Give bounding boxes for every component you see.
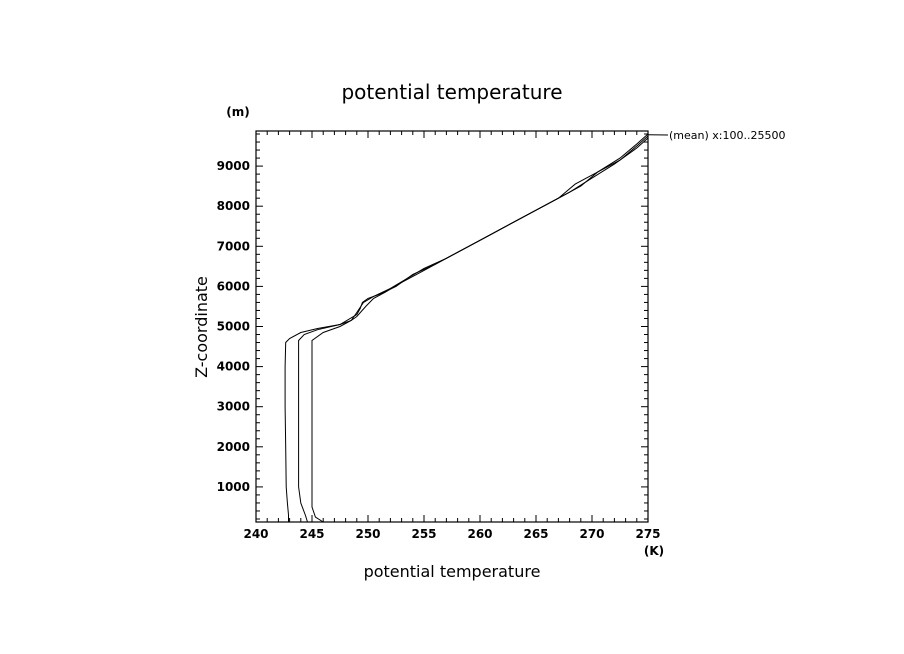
y-tick-label: 7000 [217, 239, 250, 253]
mean-annotation: (mean) x:100..25500 [669, 129, 785, 142]
y-axis-title: Z-coordinate [192, 276, 211, 378]
y-tick-label: 9000 [217, 159, 250, 173]
y-tick-label: 1000 [217, 480, 250, 494]
x-unit-label: (K) [644, 544, 664, 558]
y-tick-label: 3000 [217, 400, 250, 414]
y-unit-label: (m) [226, 105, 249, 119]
y-tick-label: 2000 [217, 440, 250, 454]
x-tick-label: 250 [355, 527, 380, 541]
x-tick-label: 240 [243, 527, 268, 541]
x-tick-label: 265 [523, 527, 548, 541]
chart-title: potential temperature [341, 80, 562, 104]
y-tick-label: 4000 [217, 360, 250, 374]
x-tick-label: 270 [579, 527, 604, 541]
x-tick-label: 275 [635, 527, 660, 541]
x-axis-title: potential temperature [364, 562, 541, 581]
series-line-1 [284, 137, 649, 522]
x-tick-label: 245 [299, 527, 324, 541]
plot-frame [255, 130, 649, 523]
y-tick-label: 8000 [217, 199, 250, 213]
x-tick-label: 255 [411, 527, 436, 541]
y-tick-label: 6000 [217, 279, 250, 293]
series-line-2 [298, 135, 649, 523]
x-tick-label: 260 [467, 527, 492, 541]
series-line-3 [311, 133, 649, 523]
y-tick-label: 5000 [217, 320, 250, 334]
